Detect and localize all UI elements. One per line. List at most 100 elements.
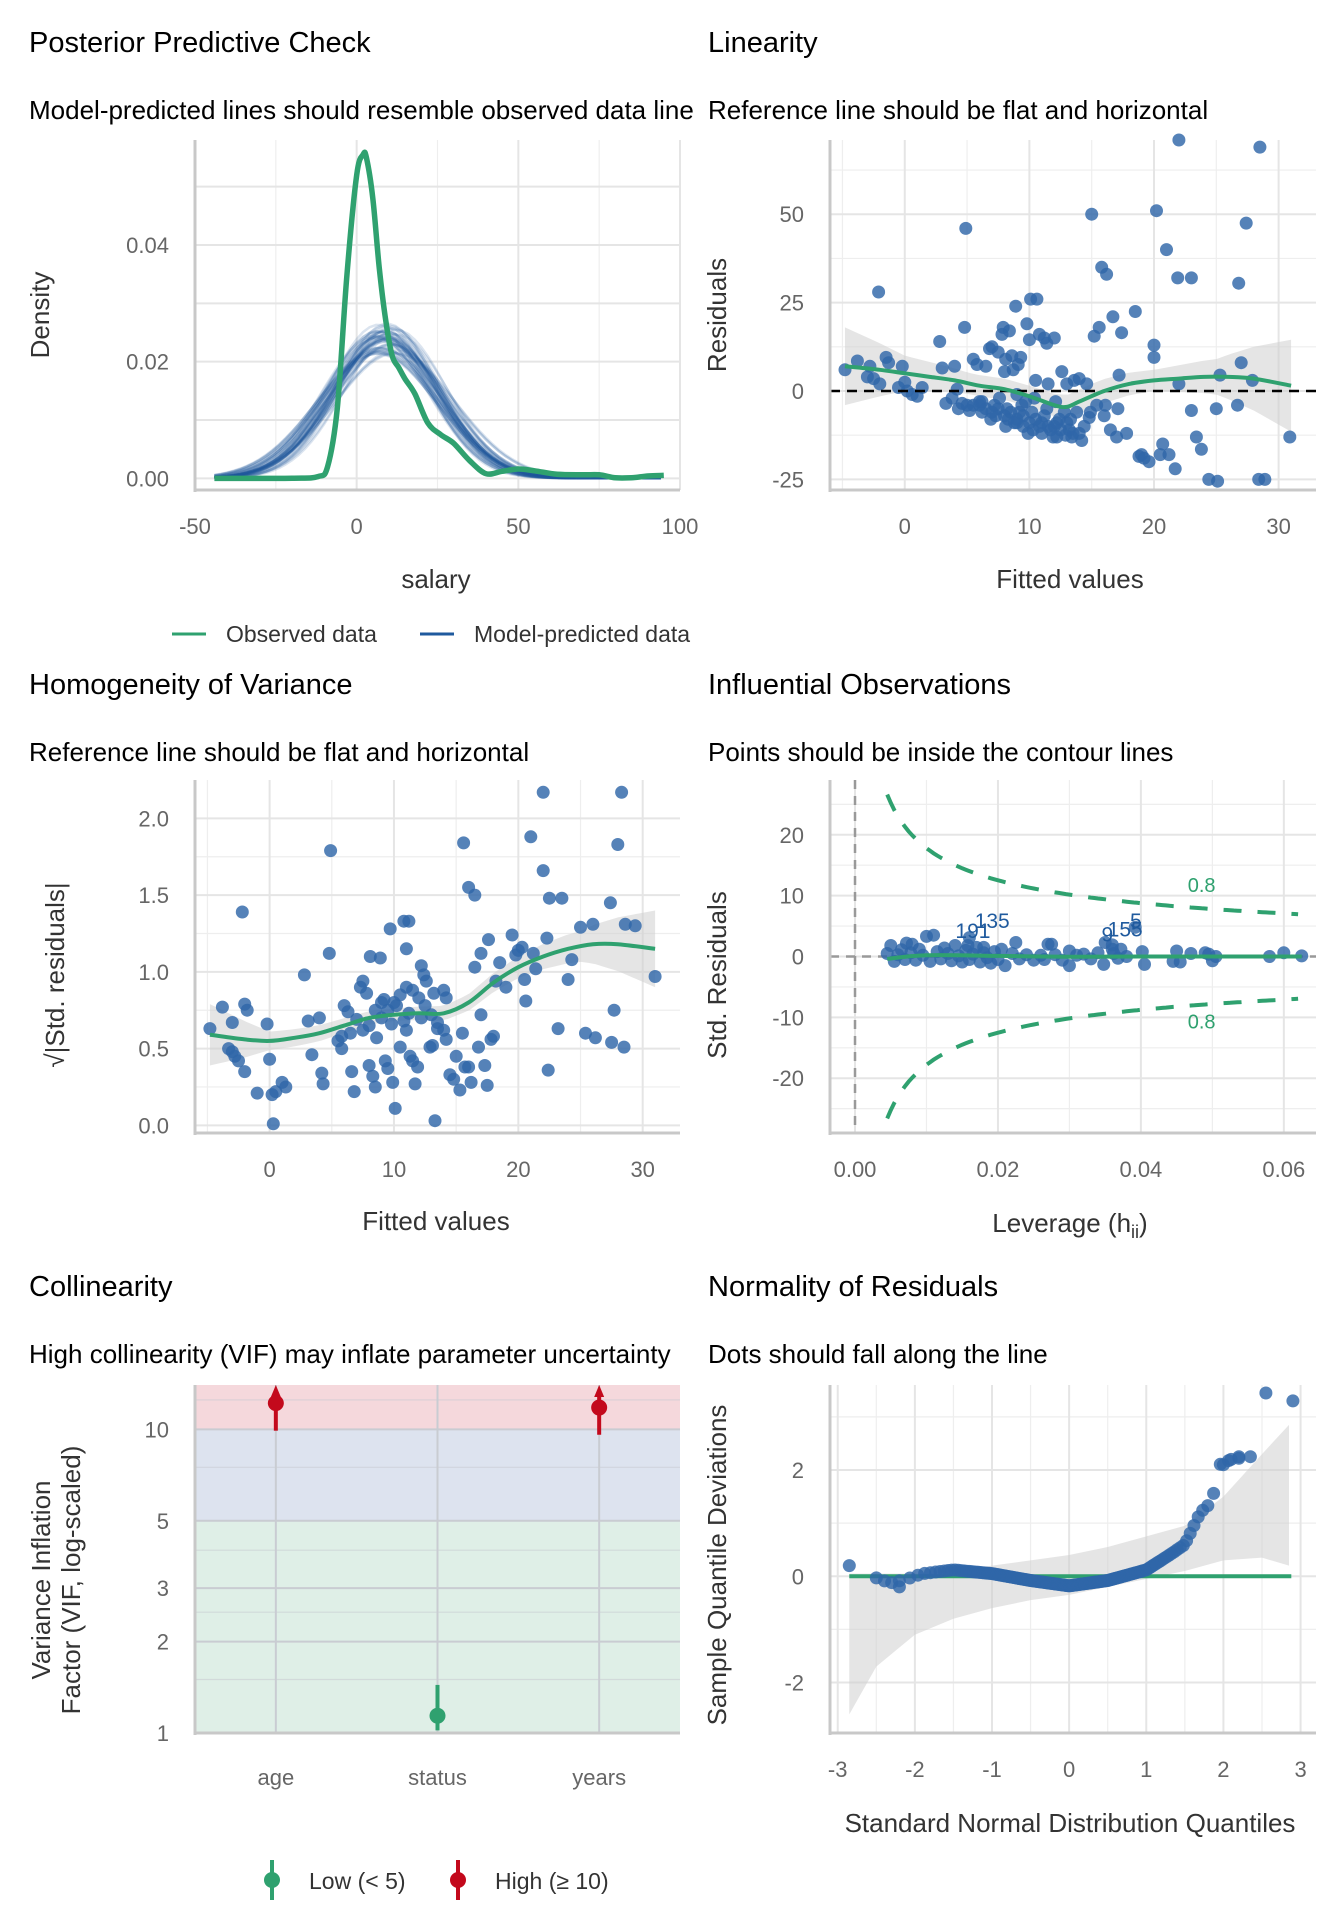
axes: -3 -2 -1 0 1 2 3 -2 0 2 <box>784 1385 1316 1782</box>
x-axis-label: Fitted values <box>996 564 1143 594</box>
data-point <box>1032 419 1046 433</box>
data-point <box>279 1080 293 1094</box>
legend: Observed data Model-predicted data <box>172 621 690 647</box>
data-point <box>1115 326 1129 340</box>
data-point <box>1050 416 1064 430</box>
axes: 0 10 20 30 -25 0 25 50 <box>772 140 1316 539</box>
data-point <box>586 917 600 931</box>
data-point <box>1029 373 1043 387</box>
data-point <box>453 1083 467 1097</box>
x-tick-label: age <box>257 1765 294 1790</box>
data-point <box>542 891 556 905</box>
data-point <box>869 1571 883 1585</box>
y-tick-label: 1 <box>157 1721 169 1746</box>
data-point <box>225 1016 239 1029</box>
data-point <box>923 954 937 968</box>
legend-label-low: Low (< 5) <box>309 1868 406 1894</box>
data-point <box>842 1559 856 1573</box>
data-point <box>356 974 370 988</box>
data-point <box>1097 957 1111 971</box>
data-point <box>515 940 529 954</box>
data-point <box>1002 324 1016 338</box>
data-point <box>588 1031 602 1045</box>
data-point <box>250 1086 264 1100</box>
data-point <box>301 1014 315 1028</box>
x-tick-label: 0.00 <box>834 1157 877 1182</box>
data-point <box>872 285 886 299</box>
vif-point <box>591 1399 608 1416</box>
x-tick-label: status <box>408 1765 467 1790</box>
y-axis-label: Density <box>25 272 55 359</box>
legend-label-observed: Observed data <box>226 621 377 647</box>
predicted-density-line <box>214 336 661 480</box>
data-point <box>393 1040 407 1054</box>
panel-title: Linearity <box>708 27 818 59</box>
predicted-density-line <box>214 334 661 480</box>
data-point <box>468 960 482 974</box>
data-point <box>386 1075 400 1089</box>
vif-point <box>267 1395 284 1412</box>
data-point <box>1046 430 1060 444</box>
data-point <box>882 356 896 370</box>
predicted-density-line <box>214 337 661 480</box>
predicted-density-line <box>214 346 661 480</box>
data-point <box>618 917 632 931</box>
predicted-density-line <box>214 326 661 480</box>
y-tick-label: 0 <box>792 379 804 404</box>
data-point <box>565 953 579 967</box>
data-point <box>478 1059 492 1072</box>
data-point <box>482 933 495 947</box>
data-point <box>1072 426 1086 440</box>
predicted-density-line <box>214 352 661 480</box>
data-point <box>366 1069 380 1083</box>
axes: 0.00 0.02 0.04 0.06 -20 -10 0 10 20 <box>772 780 1316 1182</box>
data-point <box>1064 412 1077 426</box>
predicted-density-line <box>214 334 661 480</box>
data-point <box>312 1011 326 1025</box>
predicted-density-line <box>214 325 661 480</box>
x-tick-label: 0 <box>1063 1757 1075 1782</box>
data-point <box>1085 207 1099 221</box>
data-point <box>895 359 909 373</box>
data-point <box>1020 317 1034 331</box>
data-point <box>524 830 538 844</box>
data-point <box>1047 331 1061 345</box>
data-point <box>263 1052 277 1066</box>
x-tick-label: 30 <box>1266 514 1290 539</box>
y-tick-label: 0 <box>792 1564 804 1589</box>
x-tick-label: 2 <box>1217 1757 1229 1782</box>
x-axis-label: Standard Normal Distribution Quantiles <box>845 1808 1296 1838</box>
data-point <box>360 986 374 1000</box>
data-point <box>628 919 642 933</box>
data-point <box>1059 428 1072 442</box>
data-point <box>1105 938 1119 952</box>
data-point <box>474 1008 488 1022</box>
data-point <box>457 836 471 850</box>
data-point <box>411 1060 425 1074</box>
x-tick-label: 100 <box>662 514 699 539</box>
panel-subtitle: Dots should fall along the line <box>708 1339 1048 1369</box>
data-point <box>399 942 413 956</box>
data-point <box>437 1023 451 1037</box>
data-point <box>995 942 1008 956</box>
data-point <box>1098 398 1112 412</box>
data-point <box>1207 1486 1221 1500</box>
panel-title: Influential Observations <box>708 669 1011 701</box>
data-point <box>541 1063 555 1077</box>
y-tick-label: -25 <box>772 467 804 492</box>
predicted-density-line <box>214 322 661 480</box>
data-point <box>603 896 617 910</box>
data-point <box>1100 267 1114 281</box>
x-axis-label: Fitted values <box>362 1206 509 1236</box>
data-point <box>1092 320 1106 334</box>
y-tick-label: 25 <box>780 291 804 316</box>
arrow-up-icon <box>594 1385 605 1397</box>
y-tick-label: 10 <box>145 1417 169 1442</box>
data-point <box>499 980 513 994</box>
data-point <box>1253 140 1267 154</box>
x-axis-label: salary <box>401 564 470 594</box>
y-tick-label: 20 <box>780 823 804 848</box>
legend-label-high: High (≥ 10) <box>495 1868 609 1894</box>
panel-subtitle: Reference line should be flat and horizo… <box>708 95 1208 125</box>
predicted-density-line <box>214 330 661 480</box>
